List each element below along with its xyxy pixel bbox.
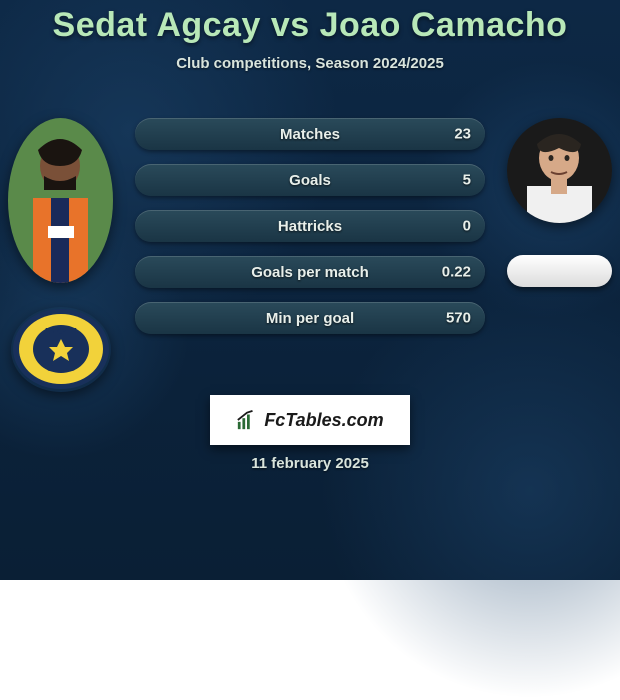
club-right-pill [507, 255, 612, 287]
stat-label: Min per goal [266, 310, 354, 327]
crest-left-icon: ANKARA GÜCÜ [11, 307, 111, 392]
date: 11 february 2025 [0, 455, 620, 472]
stat-value: 23 [454, 126, 471, 143]
site-logo: FcTables.com [210, 395, 410, 445]
chart-icon [236, 409, 258, 431]
stat-label: Goals per match [251, 264, 369, 281]
stat-value: 5 [463, 172, 471, 189]
stat-value: 570 [446, 310, 471, 327]
svg-text:ANKARA: ANKARA [43, 327, 78, 336]
page-title: Sedat Agcay vs Joao Camacho [0, 0, 620, 45]
player-left-icon [8, 118, 113, 283]
stat-bar-min-per-goal: Min per goal 570 [135, 302, 485, 334]
stat-label: Matches [280, 126, 340, 143]
stat-value: 0 [463, 218, 471, 235]
player-right-icon [507, 118, 612, 223]
stats-list: Matches 23 Goals 5 Hattricks 0 Goals per… [135, 118, 485, 334]
stat-label: Hattricks [278, 218, 342, 235]
right-column [507, 118, 612, 223]
stat-bar-hattricks: Hattricks 0 [135, 210, 485, 242]
left-column: ANKARA GÜCÜ [8, 118, 113, 392]
player-left-avatar [8, 118, 113, 283]
stat-label: Goals [289, 172, 331, 189]
stat-value: 0.22 [442, 264, 471, 281]
subtitle: Club competitions, Season 2024/2025 [0, 55, 620, 72]
comparison-card: Sedat Agcay vs Joao Camacho Club competi… [0, 0, 620, 580]
stat-bar-matches: Matches 23 [135, 118, 485, 150]
player-right-avatar [507, 118, 612, 223]
site-logo-text: FcTables.com [264, 410, 383, 431]
stat-bar-goals-per-match: Goals per match 0.22 [135, 256, 485, 288]
stat-bar-goals: Goals 5 [135, 164, 485, 196]
svg-text:GÜCÜ: GÜCÜ [46, 361, 75, 374]
club-left-crest: ANKARA GÜCÜ [11, 307, 111, 392]
